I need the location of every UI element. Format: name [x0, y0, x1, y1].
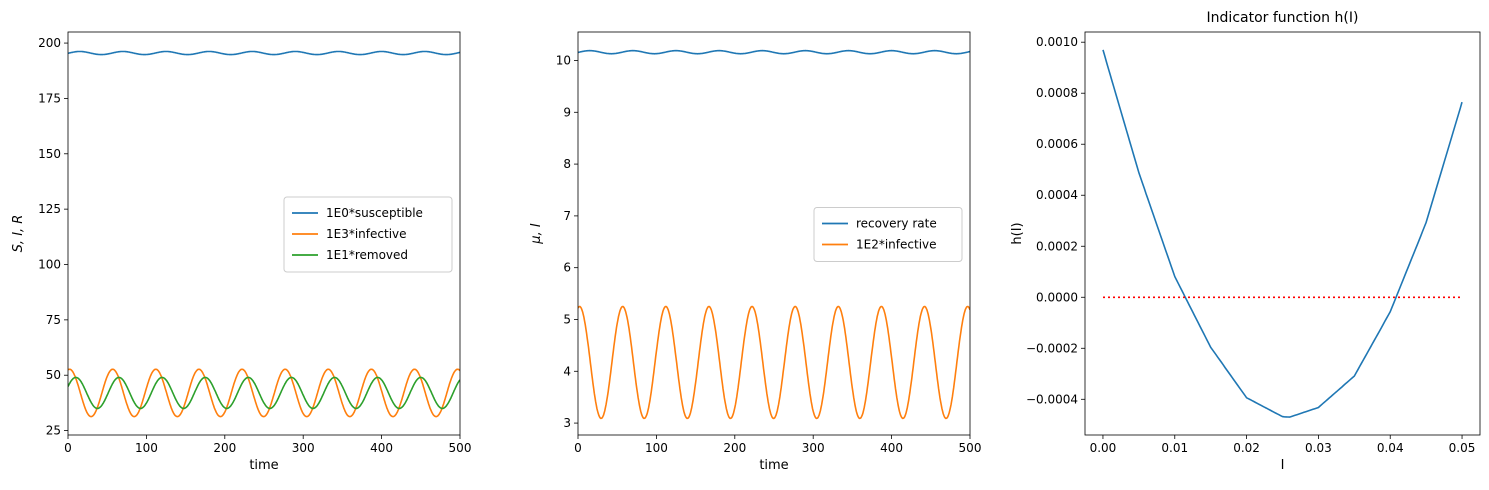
legend-label: 1E0*susceptible: [326, 206, 423, 220]
x-tick-label: 400: [370, 441, 393, 455]
y-tick-label: 100: [38, 258, 61, 272]
y-tick-label: 10: [556, 53, 571, 67]
x-tick-label: 400: [880, 441, 903, 455]
chart-2: [574, 31, 971, 439]
chart-title: Indicator function h(I): [1207, 10, 1359, 26]
y-tick-label: 175: [38, 91, 61, 105]
series-line-3-1: [1102, 49, 1463, 418]
y-tick-label: 0.0004: [1036, 188, 1078, 202]
x-tick-label: 0.05: [1449, 441, 1476, 455]
x-tick-label: 0.00: [1090, 441, 1117, 455]
y-tick-label: 6: [563, 261, 571, 275]
chart-1: [64, 31, 461, 439]
y-tick-label: 0.0000: [1036, 290, 1078, 304]
x-tick-label: 200: [213, 441, 236, 455]
y-tick-label: 0.0010: [1036, 35, 1078, 49]
y-tick-label: 8: [563, 157, 571, 171]
x-tick-label: 300: [292, 441, 315, 455]
y-tick-label: 200: [38, 36, 61, 50]
y-tick-label: 125: [38, 202, 61, 216]
y-tick-label: −0.0004: [1026, 392, 1078, 406]
chart-3: [1081, 31, 1481, 439]
legend-label: 1E2*infective: [856, 238, 937, 252]
x-tick-label: 500: [959, 441, 982, 455]
y-tick-label: 9: [563, 105, 571, 119]
legend-label: 1E1*removed: [326, 248, 408, 262]
y-tick-label: 3: [563, 416, 571, 430]
x-tick-label: 500: [449, 441, 472, 455]
y-tick-label: 4: [563, 364, 571, 378]
x-tick-label: 0.04: [1377, 441, 1404, 455]
x-axis-label: time: [759, 458, 788, 473]
y-tick-label: 0.0008: [1036, 86, 1078, 100]
x-tick-label: 0.01: [1161, 441, 1188, 455]
y-tick-label: 75: [46, 313, 61, 327]
x-tick-label: 300: [802, 441, 825, 455]
legend-box: [813, 207, 963, 262]
y-axis-label: h(I): [1010, 222, 1025, 244]
y-tick-label: 5: [563, 312, 571, 326]
y-axis-label: μ, I: [529, 223, 544, 245]
series-line-2-1: [578, 49, 970, 55]
x-axis-label: time: [249, 458, 278, 473]
y-tick-label: −0.0002: [1026, 341, 1078, 355]
y-tick-label: 150: [38, 147, 61, 161]
axes-frame-2: [577, 31, 971, 436]
y-axis-label: S, I, R: [11, 215, 26, 253]
x-tick-label: 100: [135, 441, 158, 455]
series-line-1-1: [68, 50, 460, 56]
legend-label: 1E3*infective: [326, 227, 407, 241]
axes-frame-1: [67, 31, 461, 436]
x-tick-label: 0: [64, 441, 72, 455]
series-line-1-3: [68, 376, 460, 410]
x-tick-label: 0: [574, 441, 582, 455]
axes-frame-3: [1084, 31, 1481, 436]
series-line-1-2: [68, 368, 460, 418]
x-tick-label: 100: [645, 441, 668, 455]
y-tick-label: 7: [563, 209, 571, 223]
x-axis-label: I: [1281, 458, 1285, 473]
legend-box: [283, 196, 453, 273]
x-tick-label: 0.03: [1305, 441, 1332, 455]
y-tick-label: 25: [46, 424, 61, 438]
y-tick-label: 0.0002: [1036, 239, 1078, 253]
legend-label: recovery rate: [856, 217, 937, 231]
x-tick-label: 0.02: [1233, 441, 1260, 455]
y-tick-label: 0.0006: [1036, 137, 1078, 151]
y-tick-label: 50: [46, 368, 61, 382]
series-line-2-2: [578, 305, 970, 420]
x-tick-label: 200: [723, 441, 746, 455]
